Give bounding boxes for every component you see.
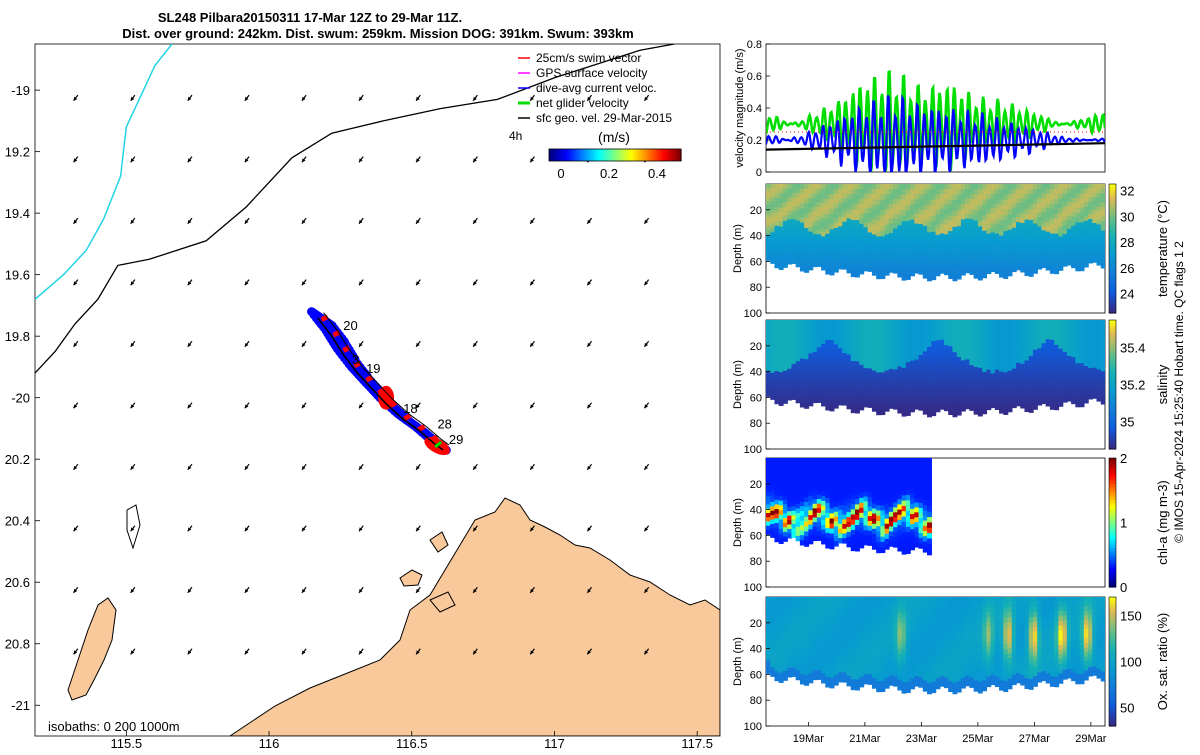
speed-colorbar-label: (m/s) bbox=[598, 129, 630, 145]
salinity_section-ytick-label: 80 bbox=[750, 418, 762, 430]
map-ytick-label: 19.2 bbox=[5, 145, 30, 160]
chla_section-ylabel: Depth (m) bbox=[732, 498, 744, 547]
chla_section-colorbar-tick-label: 2 bbox=[1120, 451, 1127, 466]
oxygen_section-colorbar-tick-label: 150 bbox=[1120, 608, 1142, 623]
velocity-ytick-label: 0.8 bbox=[747, 39, 762, 51]
temperature_section-ytick-label: 60 bbox=[750, 256, 762, 268]
map-ytick-label: 20.6 bbox=[5, 575, 30, 590]
map-ytick-label: -21 bbox=[11, 698, 30, 713]
map-ytick-label: 20.8 bbox=[5, 637, 30, 652]
figure-title-line2: Dist. over ground: 242km. Dist. swum: 25… bbox=[122, 26, 634, 41]
oxygen_section-ytick-label: 60 bbox=[750, 669, 762, 681]
isobaths-label: isobaths: 0 200 1000m bbox=[48, 719, 180, 734]
salinity_section-ylabel: Depth (m) bbox=[732, 360, 744, 409]
track-day-label: 29 bbox=[449, 432, 463, 447]
map-ytick-label: -20 bbox=[11, 391, 30, 406]
chla_section-ytick-label: 100 bbox=[744, 582, 762, 594]
track-day-label: 28 bbox=[437, 416, 451, 431]
map-xtick-label: 117.5 bbox=[681, 736, 713, 750]
figure-title-line1: SL248 Pilbara20150311 17-Mar 12Z to 29-M… bbox=[158, 10, 462, 25]
velocity-ytick-label: 0.4 bbox=[747, 103, 762, 115]
imos-credit: © IMOS 15-Apr-2024 15:25:40 Hobart time.… bbox=[1172, 241, 1186, 543]
map-ytick-label: 19.8 bbox=[5, 329, 30, 344]
temperature_section-panel: 20 40 60 80 100 Depth (m) 24 26 28 30 32 temperatur… bbox=[732, 183, 1170, 320]
map-xtick-label: 117 bbox=[544, 736, 565, 750]
map-ytick-label: 19.4 bbox=[5, 206, 30, 221]
chla_section-ytick-label: 80 bbox=[750, 556, 762, 568]
oxygen_section-ytick-label: 40 bbox=[750, 644, 762, 656]
chla_section-ytick-label: 20 bbox=[750, 479, 762, 491]
oxygen_section-ytick-label: 80 bbox=[750, 695, 762, 707]
temperature_section-ytick-label: 40 bbox=[750, 231, 762, 243]
speed-colorbar-tick-label: 0.4 bbox=[648, 166, 666, 181]
track-day-label: 19 bbox=[366, 361, 380, 376]
time-axis-tick-label: 29Mar bbox=[1075, 733, 1107, 745]
oxygen_section-colorbar-label: Ox. sat. ratio (%) bbox=[1155, 613, 1170, 711]
temperature_section-ytick-label: 80 bbox=[750, 282, 762, 294]
time-axis-tick-label: 19Mar bbox=[793, 733, 825, 745]
temperature_section-ytick-label: 100 bbox=[744, 308, 762, 320]
velocity-panel: 0 0.2 0.4 0.6 0.8 velocity magnitude (m/s) bbox=[734, 39, 1105, 179]
chla_section-ytick-label: 40 bbox=[750, 505, 762, 517]
oxygen_section-ytick-label: 20 bbox=[750, 618, 762, 630]
legend-entry: GPS surface velocity bbox=[536, 66, 647, 80]
temperature_section-ylabel: Depth (m) bbox=[732, 224, 744, 273]
salinity_section-panel: 20 40 60 80 100 Depth (m) 35 35.2 35.4 salinity bbox=[732, 320, 1170, 456]
contour-label: 4h bbox=[509, 129, 522, 143]
map-xtick-label: 116.5 bbox=[396, 736, 428, 750]
temperature_section-colorbar-tick-label: 32 bbox=[1120, 183, 1134, 198]
oxygen_section-colorbar-tick-label: 100 bbox=[1120, 655, 1142, 670]
temperature_section-colorbar-tick-label: 30 bbox=[1120, 209, 1134, 224]
chla_section-ytick-label: 60 bbox=[750, 530, 762, 542]
velocity-ytick-label: 0.6 bbox=[747, 71, 762, 83]
salinity_section-ytick-label: 20 bbox=[750, 341, 762, 353]
chla_section-colorbar-label: chl-a (mg m-3) bbox=[1155, 480, 1170, 565]
speed-colorbar-tick-label: 0.2 bbox=[600, 166, 618, 181]
time-axis-tick-label: 23Mar bbox=[906, 733, 938, 745]
map-ytick-label: 20.4 bbox=[5, 514, 30, 529]
legend-entry: net glider velocity bbox=[536, 96, 629, 110]
temperature_section-colorbar-label: temperature (°C) bbox=[1155, 200, 1170, 297]
legend-entry: dive-avg current veloc. bbox=[536, 81, 657, 95]
temperature_section-colorbar-tick-label: 26 bbox=[1120, 261, 1134, 276]
oxygen_section-panel: 20 40 60 80 100 Depth (m) 50 100 150 Ox. sat. rat… bbox=[732, 597, 1170, 733]
track-day-label: 18 bbox=[403, 401, 417, 416]
time-axis-tick-label: 21Mar bbox=[849, 733, 881, 745]
salinity_section-colorbar-tick-label: 35.4 bbox=[1120, 341, 1145, 356]
chla_section-colorbar-tick-label: 1 bbox=[1120, 516, 1127, 531]
salinity_section-colorbar-tick-label: 35 bbox=[1120, 414, 1134, 429]
legend-entry: 25cm/s swim vector bbox=[536, 51, 641, 65]
map-ytick-label: 19.6 bbox=[5, 268, 30, 283]
temperature_section-colorbar-tick-label: 24 bbox=[1120, 287, 1134, 302]
track-day-label: 3 bbox=[352, 352, 359, 367]
temperature_section-colorbar-tick-label: 28 bbox=[1120, 235, 1134, 250]
chla_section-panel: 20 40 60 80 100 Depth (m) 0 1 2 chl-a (mg m-3) bbox=[732, 451, 1170, 595]
map-ytick-label: -19 bbox=[11, 83, 30, 98]
oxygen_section-ytick-label: 100 bbox=[744, 721, 762, 733]
map-xtick-label: 116 bbox=[259, 736, 280, 750]
salinity_section-ytick-label: 60 bbox=[750, 392, 762, 404]
chla_section-colorbar-tick-label: 0 bbox=[1120, 580, 1127, 595]
speed-colorbar-tick-label: 0 bbox=[557, 166, 564, 181]
temperature_section-ytick-label: 20 bbox=[750, 205, 762, 217]
legend-entry: sfc geo. vel. 29-Mar-2015 bbox=[536, 111, 672, 125]
time-axis-tick-label: 25Mar bbox=[962, 733, 994, 745]
salinity_section-ytick-label: 100 bbox=[744, 444, 762, 456]
salinity_section-colorbar-tick-label: 35.2 bbox=[1120, 378, 1145, 393]
time-axis-tick-label: 27Mar bbox=[1019, 733, 1051, 745]
oxygen_section-colorbar-tick-label: 50 bbox=[1120, 701, 1134, 716]
oxygen_section-ylabel: Depth (m) bbox=[732, 637, 744, 686]
map-xtick-label: 115.5 bbox=[111, 736, 143, 750]
track-day-label: 20 bbox=[343, 318, 357, 333]
velocity-ylabel: velocity magnitude (m/s) bbox=[734, 48, 746, 167]
salinity_section-ytick-label: 40 bbox=[750, 367, 762, 379]
map-ytick-label: 20.2 bbox=[5, 452, 30, 467]
velocity-ytick-label: 0.2 bbox=[747, 135, 762, 147]
velocity-ytick-label: 0 bbox=[756, 167, 762, 179]
salinity_section-colorbar-label: salinity bbox=[1155, 364, 1170, 404]
